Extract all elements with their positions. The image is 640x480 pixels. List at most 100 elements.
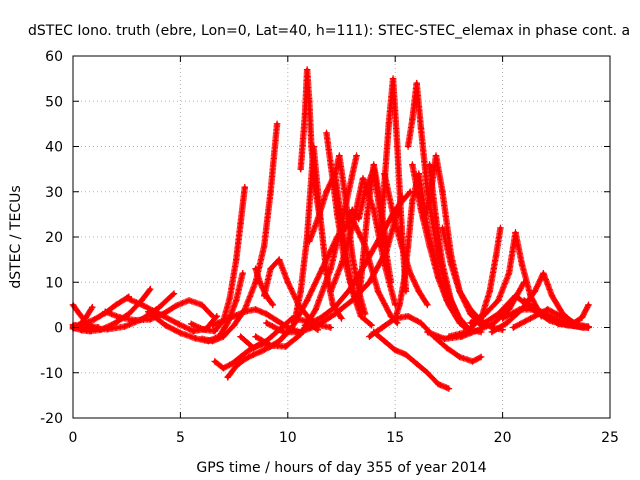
- data-point: [359, 174, 367, 182]
- data-point: [413, 79, 420, 87]
- data-point: [540, 270, 547, 277]
- data-point: [297, 328, 304, 336]
- y-tick-label: -20: [40, 411, 63, 427]
- data-point: [505, 306, 513, 313]
- x-tick-label: 5: [176, 430, 185, 446]
- x-tick-label: 10: [279, 430, 297, 446]
- data-point: [308, 143, 315, 150]
- data-point: [220, 333, 227, 340]
- data-point: [342, 197, 349, 204]
- data-point: [516, 306, 523, 313]
- data-point: [185, 297, 193, 304]
- data-point: [346, 279, 354, 286]
- data-point: [273, 340, 281, 347]
- data-point: [316, 315, 324, 322]
- x-tick-label: 15: [386, 430, 404, 446]
- data-series: [488, 270, 577, 336]
- data-point: [267, 188, 274, 195]
- data-point: [394, 143, 401, 150]
- data-point: [561, 315, 569, 322]
- data-point: [256, 279, 264, 286]
- x-tick-label: 20: [494, 430, 512, 446]
- data-point: [82, 314, 90, 321]
- data-point: [353, 152, 360, 159]
- data-point: [155, 304, 163, 311]
- data-point: [211, 327, 218, 335]
- data-point: [424, 328, 431, 336]
- data-point: [409, 161, 416, 168]
- data-point: [121, 323, 128, 330]
- data-point: [469, 358, 476, 365]
- data-point: [355, 301, 362, 309]
- data-point: [531, 288, 539, 295]
- data-point: [379, 324, 386, 331]
- data-point: [104, 326, 111, 333]
- data-point: [505, 270, 513, 277]
- data-point: [389, 211, 397, 218]
- data-point: [467, 306, 474, 313]
- data-point: [376, 242, 384, 250]
- data-point: [576, 322, 584, 329]
- data-point: [323, 129, 330, 137]
- data-point: [327, 161, 334, 168]
- data-point: [291, 319, 298, 327]
- data-point: [147, 285, 154, 293]
- data-point: [224, 374, 231, 381]
- data-point: [241, 184, 249, 191]
- data-point: [228, 360, 236, 367]
- data-point: [426, 161, 433, 168]
- data-point: [419, 215, 427, 223]
- data-point: [323, 270, 330, 277]
- data-point: [385, 120, 392, 128]
- data-point: [467, 319, 474, 327]
- data-point: [230, 312, 238, 320]
- y-axis-title: dSTEC / TECUs: [8, 185, 24, 288]
- data-point: [370, 206, 377, 214]
- data-point: [211, 358, 218, 365]
- data-point: [237, 220, 244, 227]
- data-point: [144, 308, 152, 315]
- data-point: [439, 224, 446, 232]
- data-series: [424, 279, 528, 343]
- data-series: [370, 328, 453, 392]
- data-point: [477, 322, 485, 329]
- data-point: [389, 75, 397, 82]
- data-point: [252, 306, 259, 313]
- data-series: [69, 290, 178, 333]
- x-tick-label: 25: [601, 430, 619, 446]
- y-tick-label: 30: [45, 185, 63, 201]
- data-point: [327, 288, 334, 295]
- y-tick-label: 20: [45, 230, 63, 246]
- data-point: [434, 274, 442, 281]
- data-point: [361, 188, 369, 195]
- data-point: [497, 224, 504, 232]
- data-point: [192, 335, 199, 342]
- data-point: [585, 301, 592, 309]
- data-point: [404, 143, 412, 150]
- data-point: [220, 317, 227, 324]
- data-point: [209, 322, 216, 329]
- data-point: [198, 301, 206, 309]
- data-point: [424, 369, 431, 376]
- data-point: [198, 335, 206, 343]
- x-axis-title: GPS time / hours of day 355 of year 2014: [196, 460, 486, 476]
- data-point: [424, 301, 431, 309]
- data-point: [112, 301, 120, 309]
- data-point: [445, 385, 453, 392]
- data-point: [336, 152, 343, 159]
- data-point: [359, 256, 367, 263]
- data-point: [252, 265, 259, 272]
- data-point: [355, 215, 362, 223]
- data-point: [486, 288, 493, 295]
- data-point: [368, 322, 375, 329]
- data-point: [409, 197, 416, 204]
- data-point: [220, 365, 227, 372]
- data-point: [312, 306, 319, 313]
- data-point: [520, 297, 528, 304]
- data-point: [226, 294, 234, 302]
- data-point: [456, 288, 463, 295]
- data-point: [284, 279, 291, 286]
- data-point: [297, 165, 304, 173]
- data-point: [445, 333, 453, 340]
- data-point: [312, 188, 319, 195]
